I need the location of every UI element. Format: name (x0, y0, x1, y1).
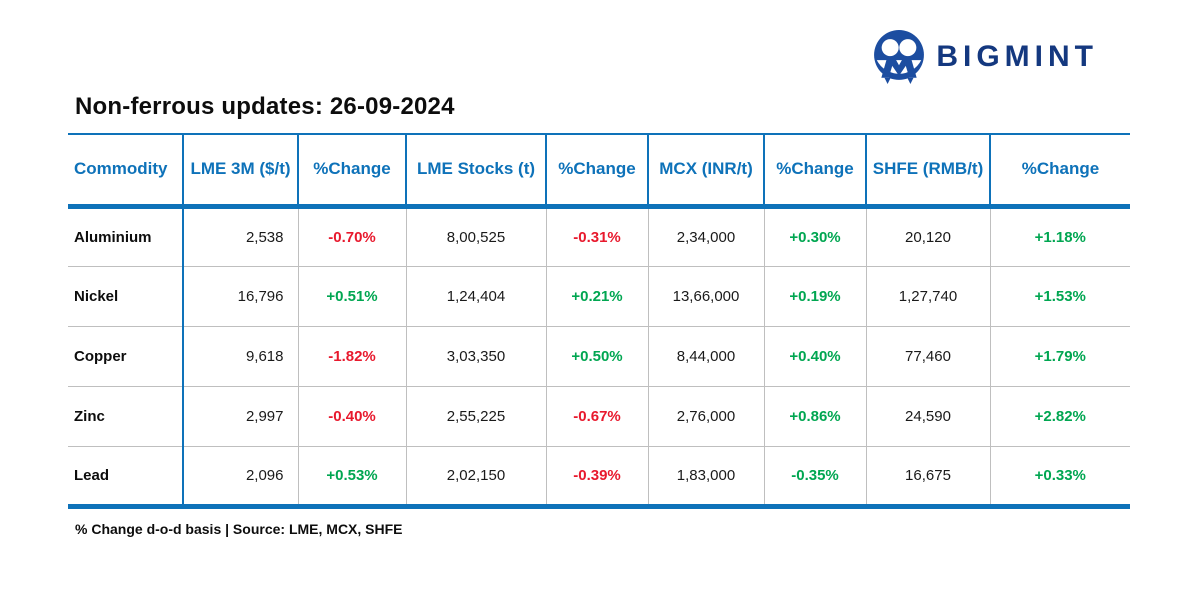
commodity-name: Zinc (68, 386, 184, 447)
lme-change-value: +0.53% (298, 446, 407, 509)
lme-change-value: -0.70% (298, 206, 407, 267)
stocks-change-value: -0.31% (546, 206, 649, 267)
commodity-name: Nickel (68, 266, 184, 327)
commodity-name: Copper (68, 326, 184, 387)
mcx-value: 1,83,000 (648, 446, 765, 509)
mcx-value: 13,66,000 (648, 266, 765, 327)
mcx-change-value: +0.40% (764, 326, 867, 387)
table-header-row: Commodity LME 3M ($/t) %Change LME Stock… (68, 134, 1130, 209)
col-header-mcx-change: %Change (764, 134, 867, 209)
lme-stocks-value: 2,55,225 (406, 386, 547, 447)
stocks-change-value: +0.50% (546, 326, 649, 387)
shfe-change-value: +1.79% (990, 326, 1130, 387)
col-header-lme-stocks: LME Stocks (t) (406, 134, 547, 209)
lme-stocks-value: 3,03,350 (406, 326, 547, 387)
col-header-lme-3m: LME 3M ($/t) (183, 134, 299, 209)
brand-logo: BIGMINT (874, 30, 1098, 84)
col-header-mcx: MCX (INR/t) (648, 134, 765, 209)
stocks-change-value: -0.67% (546, 386, 649, 447)
shfe-change-value: +1.53% (990, 266, 1130, 327)
shfe-change-value: +1.18% (990, 206, 1130, 267)
commodity-table-wrapper: Commodity LME 3M ($/t) %Change LME Stock… (68, 133, 1130, 509)
commodity-table: Commodity LME 3M ($/t) %Change LME Stock… (68, 133, 1130, 509)
stocks-change-value: -0.39% (546, 446, 649, 509)
lme-change-value: -1.82% (298, 326, 407, 387)
table-row: Zinc 2,997 -0.40% 2,55,225 -0.67% 2,76,0… (68, 386, 1130, 447)
mcx-value: 8,44,000 (648, 326, 765, 387)
lme-3m-value: 2,096 (183, 446, 299, 509)
brand-wordmark: BIGMINT (936, 40, 1098, 73)
shfe-change-value: +0.33% (990, 446, 1130, 509)
lme-stocks-value: 8,00,525 (406, 206, 547, 267)
col-header-shfe: SHFE (RMB/t) (866, 134, 991, 209)
shfe-value: 1,27,740 (866, 266, 991, 327)
lme-3m-value: 9,618 (183, 326, 299, 387)
mcx-change-value: +0.30% (764, 206, 867, 267)
shfe-change-value: +2.82% (990, 386, 1130, 447)
lme-3m-value: 16,796 (183, 266, 299, 327)
shfe-value: 20,120 (866, 206, 991, 267)
lme-3m-value: 2,997 (183, 386, 299, 447)
bigmint-people-icon (874, 30, 925, 84)
source-note: % Change d-o-d basis | Source: LME, MCX,… (75, 521, 403, 537)
table-row: Nickel 16,796 +0.51% 1,24,404 +0.21% 13,… (68, 266, 1130, 327)
col-header-commodity: Commodity (68, 134, 184, 209)
mcx-change-value: +0.19% (764, 266, 867, 327)
mcx-value: 2,76,000 (648, 386, 765, 447)
lme-3m-value: 2,538 (183, 206, 299, 267)
mcx-change-value: -0.35% (764, 446, 867, 509)
col-header-stocks-change: %Change (546, 134, 649, 209)
col-header-shfe-change: %Change (990, 134, 1130, 209)
shfe-value: 24,590 (866, 386, 991, 447)
commodity-name: Lead (68, 446, 184, 509)
lme-stocks-value: 1,24,404 (406, 266, 547, 327)
shfe-value: 77,460 (866, 326, 991, 387)
mcx-change-value: +0.86% (764, 386, 867, 447)
stocks-change-value: +0.21% (546, 266, 649, 327)
lme-stocks-value: 2,02,150 (406, 446, 547, 509)
commodity-name: Aluminium (68, 206, 184, 267)
shfe-value: 16,675 (866, 446, 991, 509)
lme-change-value: +0.51% (298, 266, 407, 327)
page-title: Non-ferrous updates: 26-09-2024 (75, 93, 455, 120)
col-header-lme-change: %Change (298, 134, 407, 209)
lme-change-value: -0.40% (298, 386, 407, 447)
table-row: Aluminium 2,538 -0.70% 8,00,525 -0.31% 2… (68, 206, 1130, 267)
table-row: Lead 2,096 +0.53% 2,02,150 -0.39% 1,83,0… (68, 446, 1130, 509)
table-row: Copper 9,618 -1.82% 3,03,350 +0.50% 8,44… (68, 326, 1130, 387)
mcx-value: 2,34,000 (648, 206, 765, 267)
